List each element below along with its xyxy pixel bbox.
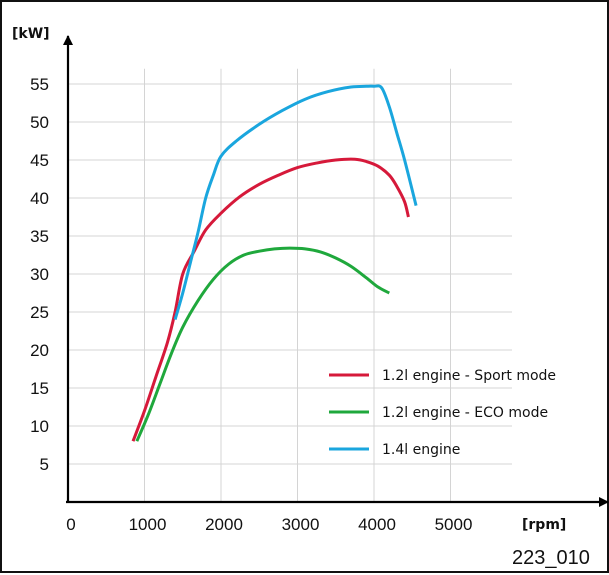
legend-label-sport-mode: 1.2l engine - Sport mode xyxy=(382,368,556,384)
y-tick-label: 55 xyxy=(30,75,49,94)
y-tick-label: 15 xyxy=(30,379,49,398)
y-tick-label: 45 xyxy=(30,151,49,170)
grid xyxy=(68,68,512,502)
x-axis-label: [rpm] xyxy=(522,517,566,533)
figure-id: 223_010 xyxy=(512,547,590,569)
x-tick-label: 1000 xyxy=(129,515,167,534)
y-tick-label: 20 xyxy=(30,341,49,360)
y-tick-labels: 5 10 15 20 25 30 35 40 45 50 55 xyxy=(30,75,49,474)
x-tick-labels: 0 1000 2000 3000 4000 5000 xyxy=(66,515,472,534)
y-axis-label: [kW] xyxy=(12,26,50,42)
axes xyxy=(63,35,609,507)
y-tick-label: 30 xyxy=(30,265,49,284)
x-tick-label: 2000 xyxy=(205,515,243,534)
y-tick-label: 50 xyxy=(30,113,49,132)
series-lines xyxy=(131,84,418,442)
legend-label-1-4l-engine: 1.4l engine xyxy=(382,442,460,458)
y-tick-label: 40 xyxy=(30,189,49,208)
y-tick-label: 10 xyxy=(30,417,49,436)
y-tick-label: 35 xyxy=(30,227,49,246)
legend-label-eco-mode: 1.2l engine - ECO mode xyxy=(382,405,548,421)
x-tick-label: 0 xyxy=(66,515,75,534)
x-tick-label: 3000 xyxy=(282,515,320,534)
y-tick-label: 5 xyxy=(40,455,49,474)
series-line-1-4l-engine xyxy=(173,84,418,321)
series-line-sport-mode xyxy=(131,157,410,442)
x-tick-label: 5000 xyxy=(435,515,473,534)
y-tick-label: 25 xyxy=(30,303,49,322)
x-tick-label: 4000 xyxy=(358,515,396,534)
legend: 1.2l engine - Sport mode 1.2l engine - EC… xyxy=(329,368,556,458)
series-line-eco-mode xyxy=(135,246,391,442)
